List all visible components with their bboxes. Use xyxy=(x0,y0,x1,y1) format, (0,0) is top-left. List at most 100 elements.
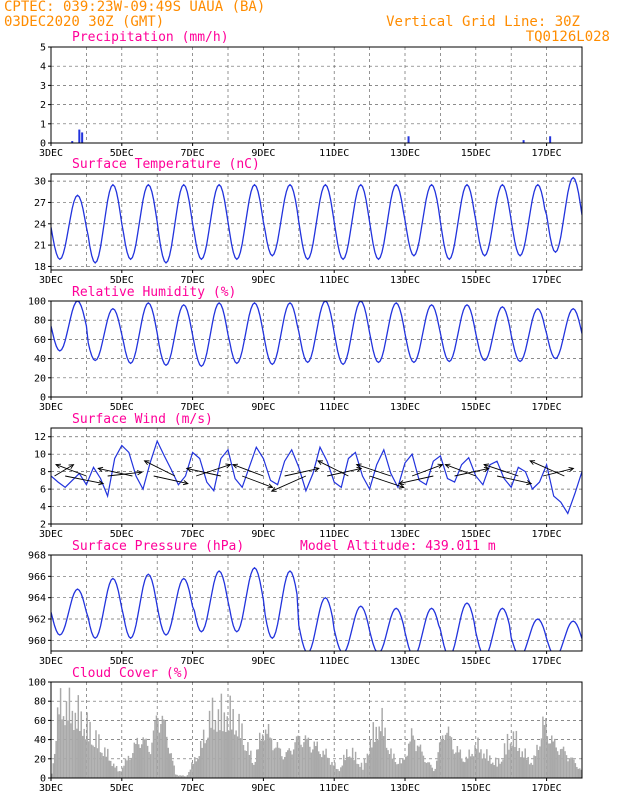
cloud-bar xyxy=(188,772,190,778)
cloud-bar xyxy=(552,741,554,778)
cloud-bar xyxy=(67,720,69,778)
wind-speed-line xyxy=(51,439,582,515)
cloud-bar xyxy=(480,749,482,778)
precip-bar xyxy=(71,141,74,143)
panel-title-pressure: Surface Pressure (hPa) xyxy=(72,539,244,554)
cloud-bar xyxy=(348,756,351,778)
cloud-bar xyxy=(428,762,431,778)
cloud-bar xyxy=(521,751,523,778)
y-tick-label: 2 xyxy=(40,520,46,531)
cloud-bar xyxy=(319,754,321,778)
cloud-bar xyxy=(312,749,314,778)
cloud-bar xyxy=(357,764,360,778)
cloud-bar xyxy=(104,747,106,778)
y-tick-label: 21 xyxy=(34,241,46,252)
series-line xyxy=(51,301,582,368)
wind-vector xyxy=(144,460,176,477)
cloud-bar xyxy=(344,760,346,778)
cloud-bar xyxy=(531,764,534,778)
cloud-bar xyxy=(446,732,448,778)
cloud-bar xyxy=(393,753,395,778)
cloud-bar xyxy=(528,764,531,778)
x-tick-label: 3DEC xyxy=(39,656,63,667)
cloud-bar xyxy=(68,687,71,778)
cloud-bar xyxy=(213,729,215,778)
cloud-bar xyxy=(239,738,242,778)
cloud-bar xyxy=(537,749,540,778)
cloud-bar xyxy=(64,725,66,778)
wind-vector-head xyxy=(526,480,533,486)
cloud-bar xyxy=(466,758,469,778)
cloud-bar xyxy=(332,765,335,778)
cloud-bar xyxy=(127,755,130,778)
cloud-bar xyxy=(503,743,506,778)
cloud-bar xyxy=(462,761,464,778)
cloud-bar xyxy=(527,756,529,778)
x-tick-label: 11DEC xyxy=(319,275,349,286)
cloud-bar xyxy=(378,726,380,778)
cloud-bar xyxy=(567,761,569,778)
precip-bar xyxy=(78,129,81,143)
x-tick-label: 17DEC xyxy=(532,402,562,413)
cloud-bar xyxy=(338,771,341,778)
y-tick-label: 968 xyxy=(28,551,46,562)
cloud-bar xyxy=(568,758,571,778)
panel-title-humidity: Relative Humidity (%) xyxy=(72,285,236,300)
cloud-bar xyxy=(415,751,417,778)
cloud-bar xyxy=(405,757,407,778)
wind-vector-head xyxy=(225,463,232,469)
cloud-bar xyxy=(346,749,348,778)
cloud-bar xyxy=(450,737,453,778)
y-tick-label: 4 xyxy=(40,62,46,73)
cloud-bar xyxy=(102,756,105,778)
cloud-bar xyxy=(152,730,155,778)
cloud-bar xyxy=(92,745,94,778)
wind-vector-head xyxy=(398,480,405,486)
cloud-bar xyxy=(416,745,419,778)
cloud-bar xyxy=(306,738,308,778)
cloud-bar xyxy=(244,750,246,778)
cloud-bar xyxy=(76,728,78,778)
cloud-bar xyxy=(475,749,478,778)
cloud-bar xyxy=(282,759,285,778)
cloud-bar xyxy=(399,759,401,778)
y-tick-label: 5 xyxy=(40,43,46,54)
cloud-bar xyxy=(79,731,81,778)
cloud-bar xyxy=(400,763,403,778)
cloud-bar xyxy=(279,748,282,778)
wind-vector-head xyxy=(437,463,444,469)
cloud-bar xyxy=(93,747,96,778)
cloud-bar xyxy=(248,754,251,778)
cloud-bar xyxy=(354,751,357,778)
cloud-bar xyxy=(353,760,355,778)
y-tick-label: 6 xyxy=(40,485,46,496)
cloud-bar xyxy=(126,760,128,778)
cloud-bar xyxy=(472,756,475,778)
cloud-bar xyxy=(177,775,180,778)
wind-vector-head xyxy=(529,460,536,465)
x-tick-label: 13DEC xyxy=(390,783,420,794)
cloud-bar xyxy=(384,727,386,778)
x-tick-label: 9DEC xyxy=(251,148,275,159)
cloud-bar xyxy=(73,730,75,778)
x-tick-label: 9DEC xyxy=(251,529,275,540)
cloud-bar xyxy=(256,749,258,778)
cloud-bar xyxy=(447,726,450,778)
cloud-bar xyxy=(275,747,277,778)
panel-frame xyxy=(50,173,583,271)
wind-vector xyxy=(454,467,489,477)
cloud-bar xyxy=(434,768,436,778)
cloud-bar xyxy=(441,735,444,778)
wind-vector-head xyxy=(267,483,274,489)
y-tick-label: 27 xyxy=(34,198,46,209)
x-tick-label: 15DEC xyxy=(461,783,491,794)
cloud-bar xyxy=(337,769,339,778)
wind-vector xyxy=(242,475,273,488)
wind-vector-head xyxy=(143,460,150,466)
cloud-bar xyxy=(481,758,484,778)
cloud-bar xyxy=(571,757,574,778)
cloud-bar xyxy=(387,750,389,778)
cloud-bar xyxy=(490,763,493,778)
cloud-bar xyxy=(86,712,88,778)
cloud-bar xyxy=(148,751,150,778)
